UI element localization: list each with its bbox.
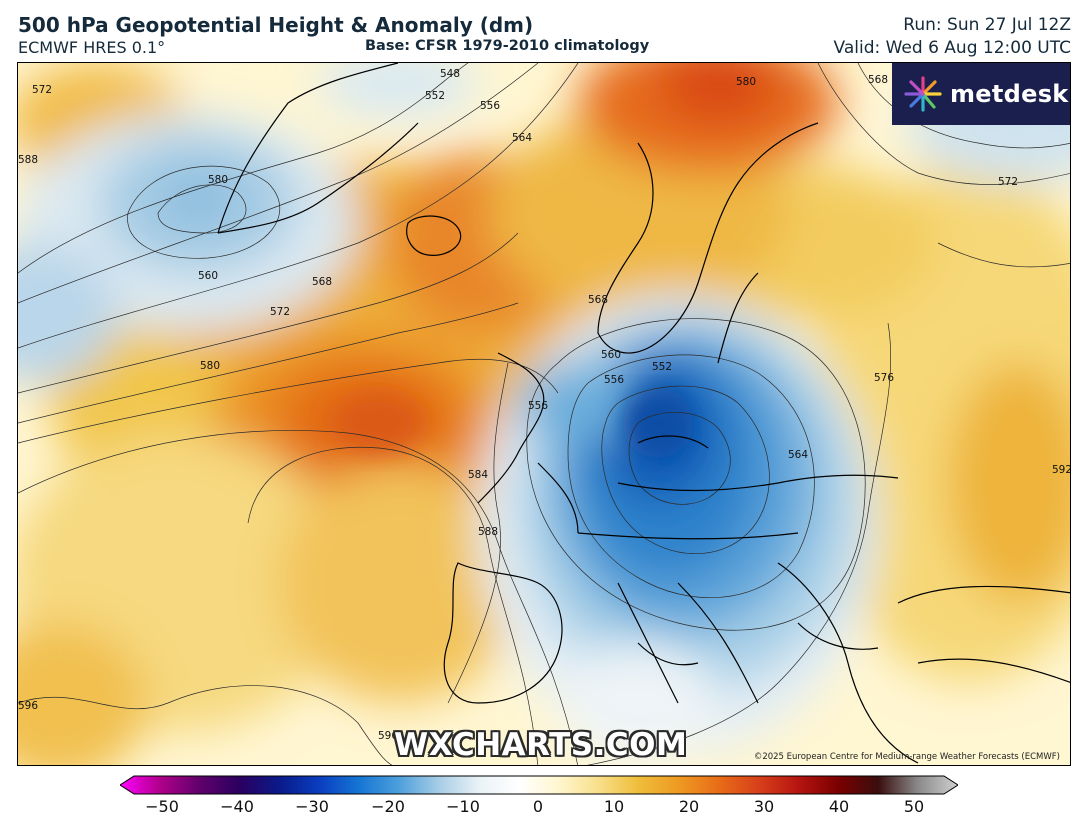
contour-label: 572: [998, 176, 1018, 188]
run-time-label: Run: Sun 27 Jul 12Z: [903, 15, 1071, 35]
contour-label: 576: [874, 372, 894, 384]
contour-label: 572: [270, 306, 290, 318]
copyright-notice: ©2025 European Centre for Medium-range W…: [753, 752, 1060, 762]
contour-labels: 548 552 556 564 572 580 568 560 568 572 …: [18, 68, 1071, 742]
colorbar-gradient: [120, 775, 958, 795]
contour-label: 596: [18, 700, 38, 712]
anomaly-detail: [333, 388, 693, 458]
climatology-base-label: Base: CFSR 1979-2010 climatology: [365, 38, 650, 54]
contour-label: 556: [604, 374, 624, 386]
contour-label: 592: [1052, 464, 1071, 476]
contour-label: 560: [198, 270, 218, 282]
contour-label: 556: [528, 400, 548, 412]
wxcharts-watermark: WXCHARTS.COM: [394, 727, 688, 763]
metdesk-flower-icon: [904, 76, 942, 112]
colorbar-tick-label: −40: [220, 797, 254, 816]
contour-label: 580: [208, 174, 228, 186]
contour-label: 568: [312, 276, 332, 288]
contour-label: 560: [601, 349, 621, 361]
contour-label: 564: [788, 449, 808, 461]
contour-label: 588: [478, 526, 498, 538]
anomaly-field: [18, 63, 1070, 765]
colorbar-tick-label: 10: [603, 797, 625, 816]
model-label: ECMWF HRES 0.1°: [18, 38, 166, 57]
contour-label: 564: [512, 132, 532, 144]
anomaly-colorbar: [120, 775, 958, 795]
colorbar-tick-label: −10: [446, 797, 480, 816]
contour-label: 552: [425, 90, 445, 102]
contour-label: 552: [652, 361, 672, 373]
colorbar-tick-label: −30: [295, 797, 329, 816]
height-contours: [18, 63, 1070, 765]
colorbar-tick-label: 0: [532, 797, 544, 816]
colorbar-tick-label: 20: [678, 797, 700, 816]
metdesk-logo: metdesk: [892, 63, 1070, 125]
contour-label: 580: [736, 76, 756, 88]
colorbar-tick-label: 50: [903, 797, 925, 816]
contour-label: 568: [868, 74, 888, 86]
contour-label: 596: [378, 730, 398, 742]
contour-label: 572: [32, 84, 52, 96]
anomaly-map[interactable]: 548 552 556 564 572 580 568 560 568 572 …: [17, 62, 1071, 766]
contour-label: 588: [18, 154, 38, 166]
chart-title: 500 hPa Geopotential Height & Anomaly (d…: [18, 13, 534, 37]
coastlines: [217, 63, 1070, 764]
colorbar-tick-label: −20: [371, 797, 405, 816]
contour-label: 548: [440, 68, 460, 80]
valid-time-label: Valid: Wed 6 Aug 12:00 UTC: [833, 38, 1071, 58]
contour-label: 580: [200, 360, 220, 372]
colorbar-tick-label: −50: [145, 797, 179, 816]
contour-label: 556: [480, 100, 500, 112]
metdesk-logo-text: metdesk: [950, 80, 1069, 108]
contour-label: 568: [588, 294, 608, 306]
colorbar-tick-label: 30: [753, 797, 775, 816]
colorbar-tick-label: 40: [828, 797, 850, 816]
contour-label: 584: [468, 469, 488, 481]
map-canvas: 548 552 556 564 572 580 568 560 568 572 …: [18, 63, 1071, 765]
